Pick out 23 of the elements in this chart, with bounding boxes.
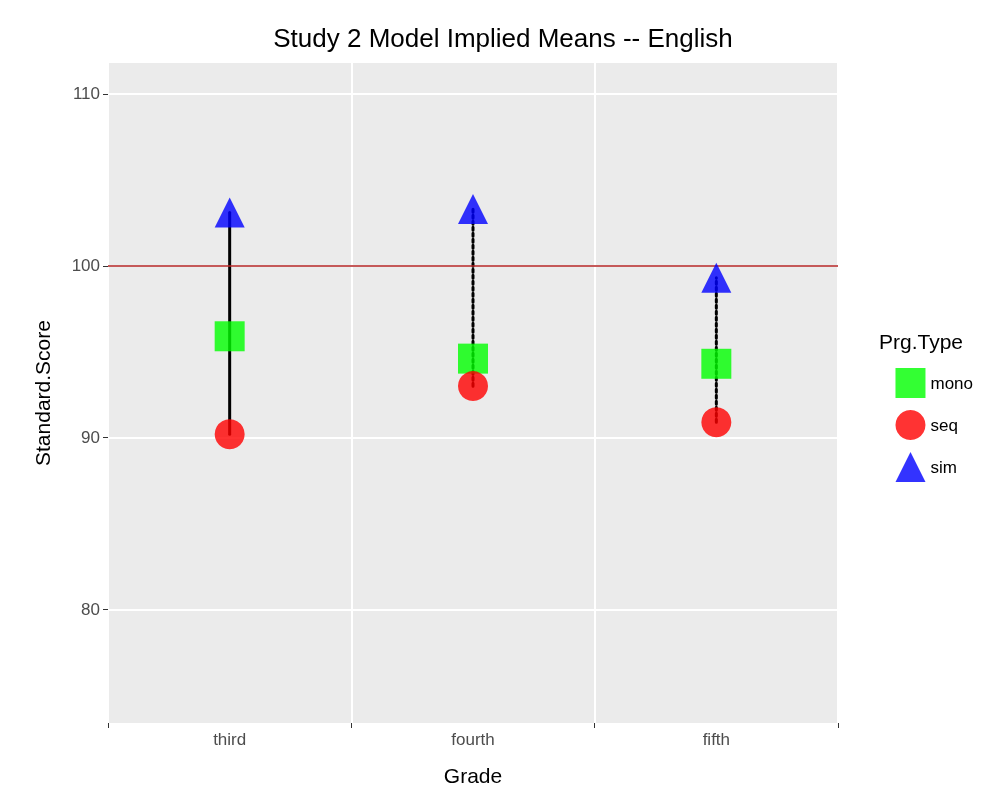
y-tick-label: 100 (71, 256, 100, 276)
legend-title: Prg.Type (878, 330, 964, 353)
point (214, 197, 245, 228)
x-tick-label: fourth (451, 730, 495, 749)
point (701, 407, 732, 438)
point (458, 343, 488, 374)
point (701, 262, 732, 293)
legend-label: sim (930, 457, 957, 477)
y-tick-label: 80 (81, 600, 100, 620)
y-tick-label: 90 (81, 428, 100, 448)
point (701, 348, 732, 379)
x-tick-label: third (213, 730, 247, 749)
point (214, 321, 245, 352)
legend-label: seq (930, 415, 958, 435)
x-tick-label: fifth (702, 730, 731, 749)
y-axis-title: Standard.Score (31, 320, 54, 466)
point (458, 194, 488, 225)
chart-title: Study 2 Model Implied Means -- English (273, 23, 733, 53)
x-axis-title: Grade (443, 764, 503, 787)
y-tick-label: 110 (72, 84, 100, 104)
point (458, 371, 488, 402)
legend-label: mono (930, 373, 974, 393)
point (214, 419, 245, 450)
